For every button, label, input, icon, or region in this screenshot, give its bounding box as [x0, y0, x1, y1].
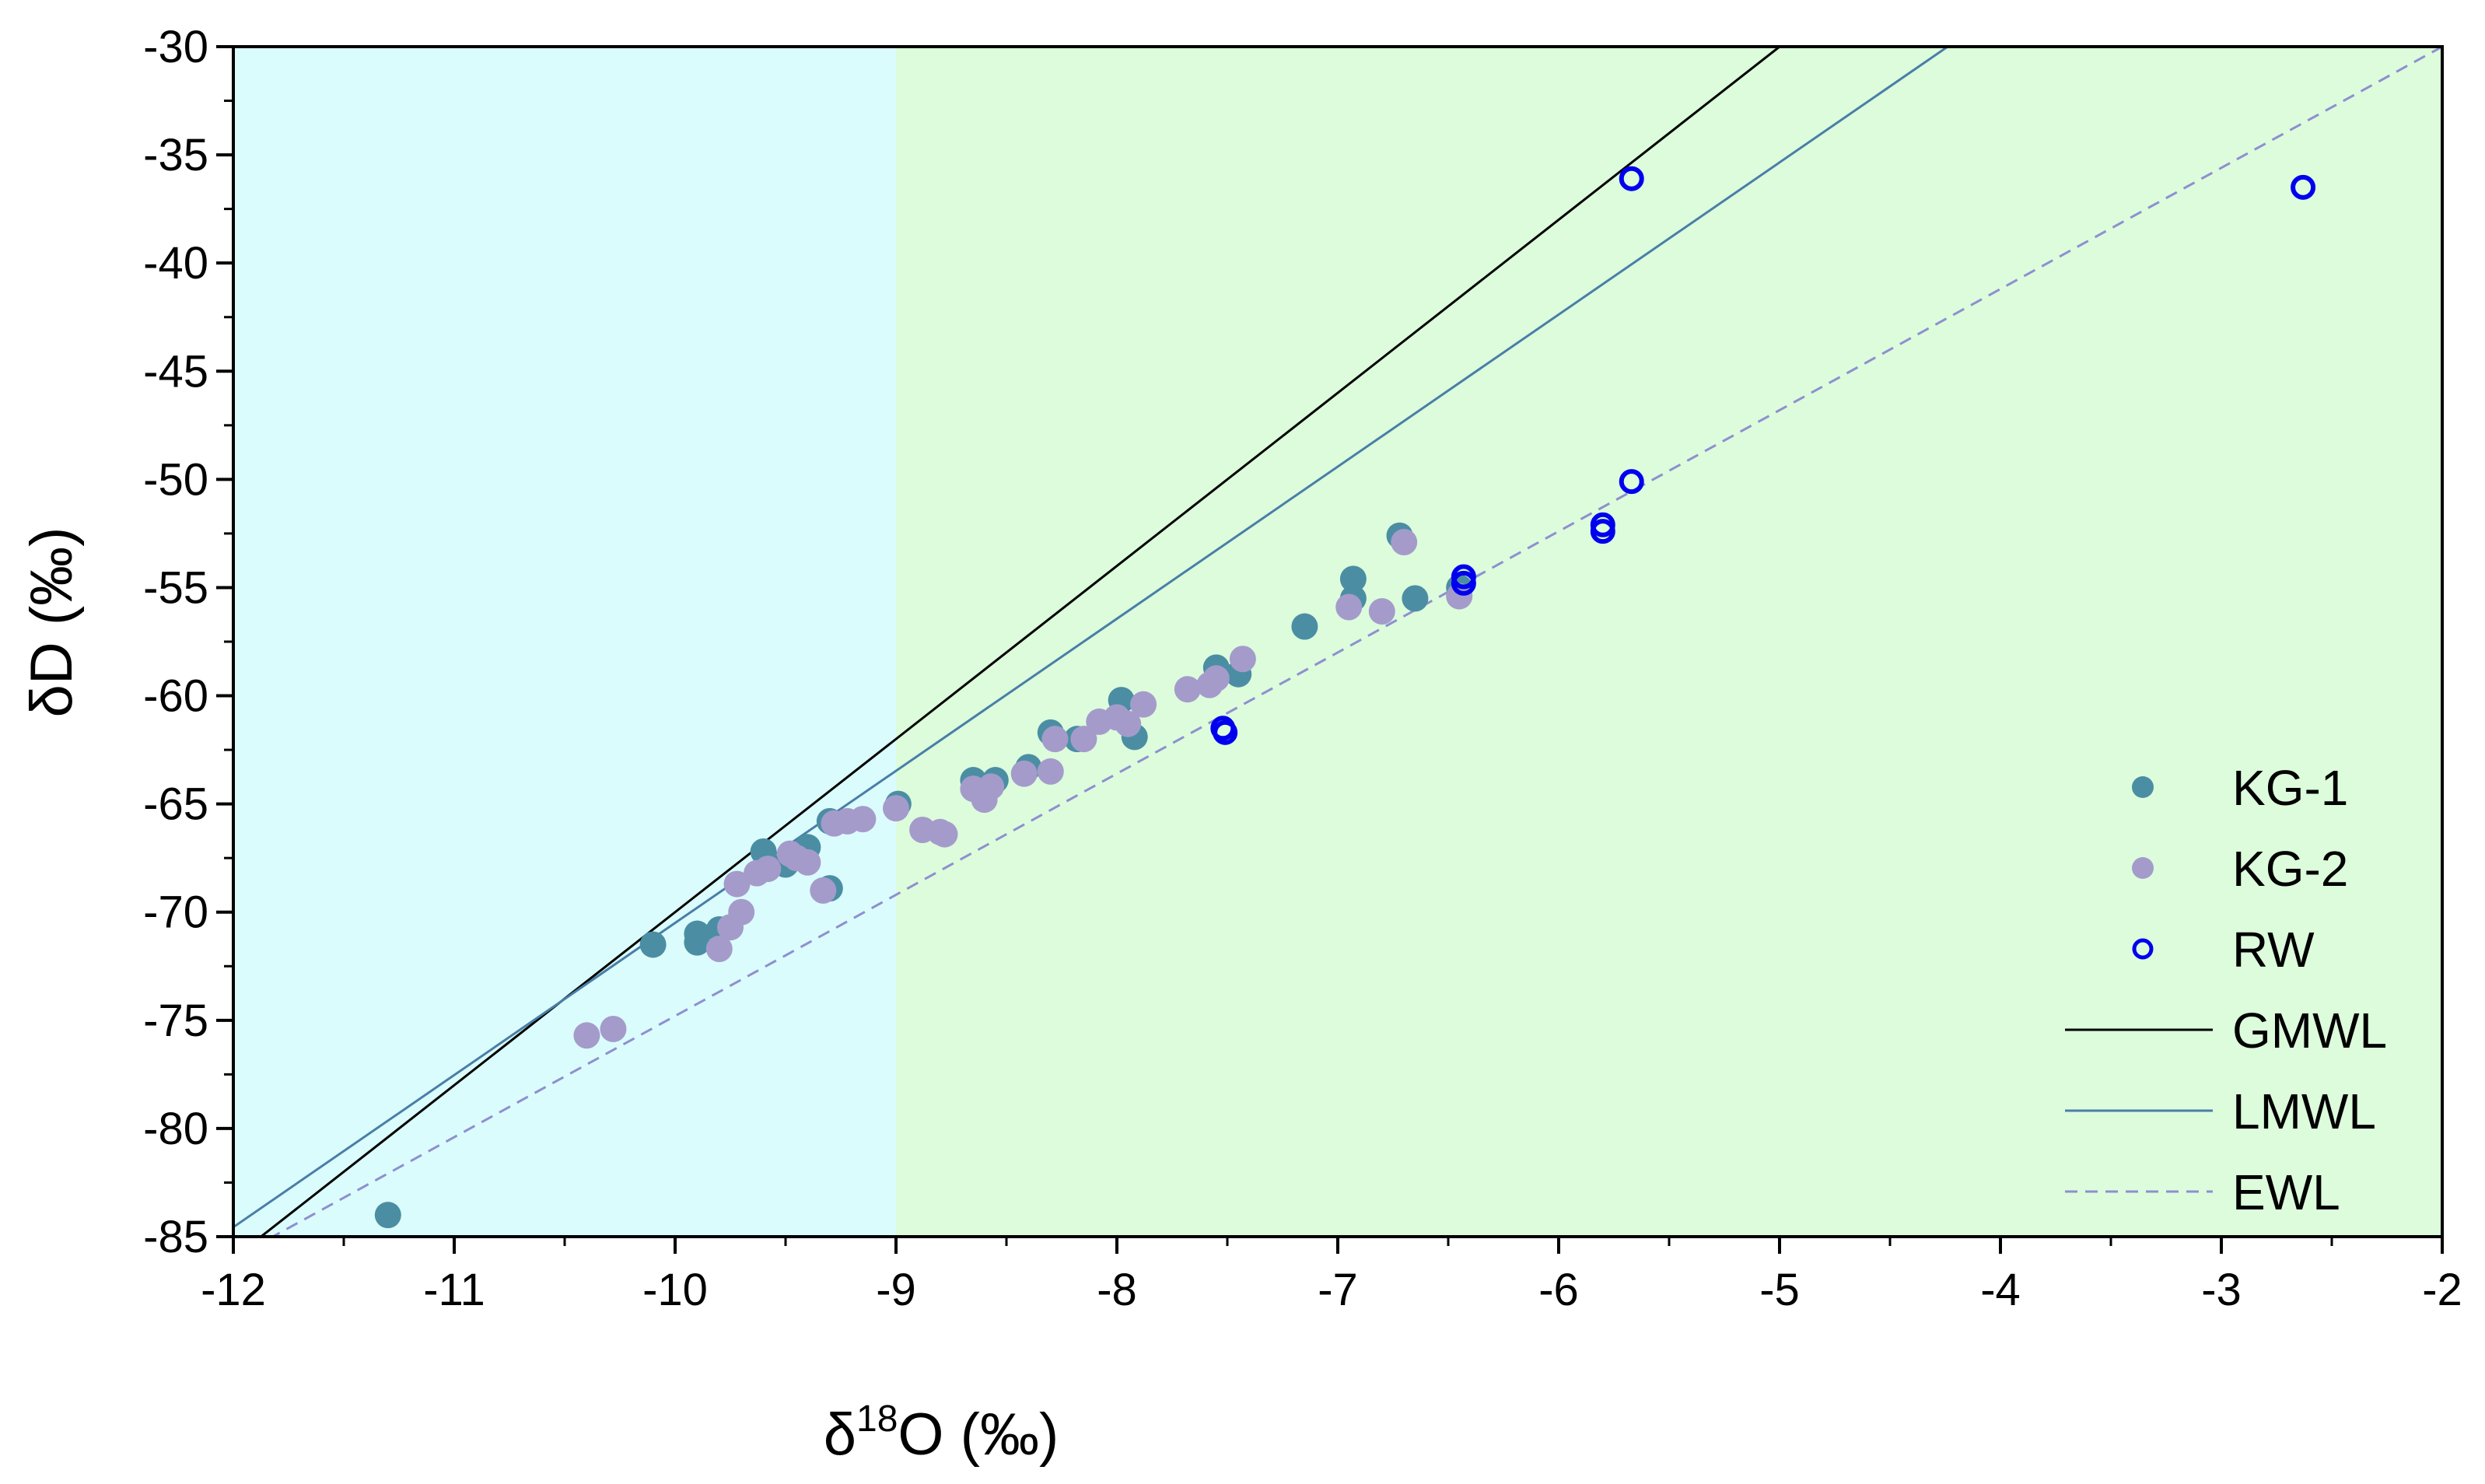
y-tick-label: -70	[143, 887, 208, 938]
x-tick-label: -11	[423, 1265, 485, 1315]
legend-marker-kg-1	[2132, 776, 2154, 798]
x-tick-label: -5	[1759, 1265, 1800, 1315]
y-tick-label: -80	[143, 1104, 208, 1154]
kg-2-point	[1174, 676, 1201, 703]
kg-1-point	[684, 929, 711, 956]
x-tick-label: -7	[1318, 1265, 1358, 1315]
plot-area	[233, 47, 2442, 1237]
x-tick-label: -12	[201, 1265, 266, 1315]
kg-2-point	[1368, 598, 1395, 625]
kg-2-point	[600, 1015, 627, 1042]
legend-label-lmwl: LMWL	[2232, 1083, 2376, 1139]
x-tick-label: -10	[642, 1265, 708, 1315]
kg-2-point	[1335, 593, 1363, 621]
rw-point	[1619, 166, 1644, 191]
kg-2-point	[978, 773, 1005, 800]
kg-2-point	[1037, 758, 1064, 785]
y-tick-label: -85	[143, 1212, 208, 1262]
x-axis-title: δ18O (‰)	[824, 1398, 1059, 1468]
y-tick-label: -45	[143, 346, 208, 397]
y-axis-title: δD (‰)	[19, 527, 85, 718]
rw-point	[1451, 570, 1476, 596]
legend-marker-rw	[2132, 938, 2154, 960]
y-tick-label: -50	[143, 454, 208, 505]
kg-2-point	[931, 821, 958, 848]
x-tick-label: -2	[2422, 1265, 2462, 1315]
kg-2-point	[1391, 529, 1418, 556]
legend: KG-1 KG-2 RW GMWL LMWL EWL	[2065, 760, 2387, 1220]
x-title-prefix: δ	[824, 1402, 856, 1468]
kg-2-point	[705, 936, 733, 963]
axes: -12 -11 -10 -9 -8 -7 -6 -5 -4 -3 -2 -85 -80 -75 -70 -65…	[143, 22, 2462, 1315]
kg-2-point	[1041, 726, 1069, 753]
kg-2-point	[754, 856, 782, 883]
x-tick-label: -9	[876, 1265, 916, 1315]
kg-2-point	[849, 806, 877, 833]
legend-label-rw: RW	[2232, 922, 2315, 978]
kg-2-point	[573, 1022, 600, 1049]
y-tick-label: -35	[143, 130, 208, 180]
lmwl-line	[233, 47, 1950, 1228]
y-tick-label: -40	[143, 238, 208, 289]
rw-point	[2291, 174, 2316, 200]
kg-2-point	[1229, 646, 1256, 673]
kg-1-point	[1291, 613, 1318, 640]
kg-1-point	[639, 931, 667, 958]
y-tick-label: -55	[143, 562, 208, 613]
y-tick-label: -60	[143, 671, 208, 722]
legend-label-gmwl: GMWL	[2232, 1003, 2387, 1059]
kg-2-point	[1115, 710, 1142, 737]
x-title-superscript: 18	[856, 1398, 898, 1440]
kg-2-point	[728, 898, 755, 926]
x-title-suffix: O (‰)	[898, 1402, 1059, 1468]
ewl-line	[270, 47, 2442, 1237]
kg-2-point	[1010, 760, 1038, 787]
legend-label-kg-2: KG-2	[2232, 841, 2348, 897]
rw-point	[1590, 519, 1615, 544]
y-tick-label: -65	[143, 779, 208, 830]
water-lines	[233, 47, 2442, 1237]
x-tick-label: -6	[1538, 1265, 1579, 1315]
rw-point	[1213, 719, 1238, 745]
kg-2-point	[1202, 665, 1230, 692]
y-tick-label: -75	[143, 996, 208, 1046]
kg-1-point	[1402, 585, 1429, 612]
kg-2-point	[1070, 726, 1097, 753]
data-points	[374, 166, 2316, 1229]
kg-2-point	[1130, 691, 1157, 718]
green-region	[896, 47, 2442, 1237]
kg-2-point	[794, 849, 821, 876]
x-tick-label: -4	[1980, 1265, 2021, 1315]
legend-label-ewl: EWL	[2232, 1164, 2340, 1220]
cyan-region	[233, 47, 896, 1237]
kg-1-point	[1339, 565, 1367, 593]
x-tick-label: -3	[2201, 1265, 2242, 1315]
kg-2-point	[723, 870, 751, 898]
y-tick-label: -30	[143, 22, 208, 72]
rw-point	[1619, 469, 1644, 495]
gmwl-line	[259, 47, 1782, 1237]
x-tick-label: -8	[1097, 1265, 1137, 1315]
legend-marker-kg-2	[2132, 857, 2154, 879]
kg-1-point	[374, 1202, 401, 1229]
kg-2-point	[883, 795, 909, 822]
legend-label-kg-1: KG-1	[2232, 760, 2348, 816]
background-regions	[233, 47, 2442, 1237]
kg-2-point	[1446, 583, 1473, 610]
kg-2-point	[810, 877, 837, 904]
